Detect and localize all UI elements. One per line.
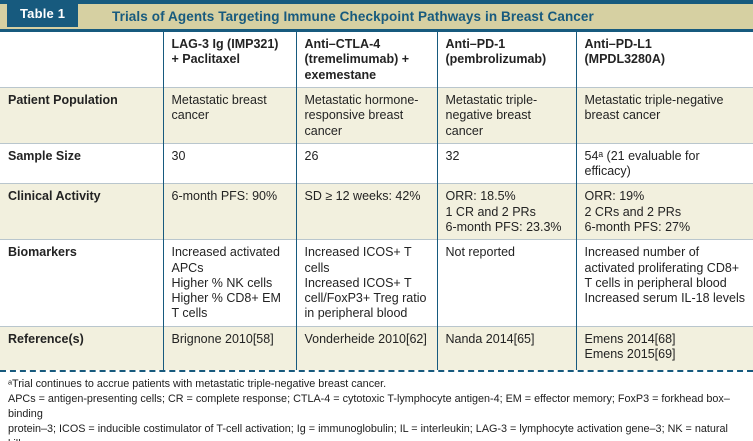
column-header: Anti–PD-1 (pembrolizumab) — [436, 32, 576, 88]
table-cell: 30 — [162, 142, 296, 184]
trials-table: LAG-3 Ig (IMP321) + Paclitaxel Anti–CTLA… — [0, 32, 753, 370]
table-cell: Metastatic breast cancer — [162, 87, 296, 144]
column-header: LAG-3 Ig (IMP321) + Paclitaxel — [162, 32, 296, 88]
row-label: Patient Population — [0, 87, 163, 144]
table-cell: Metastatic triple-negative breast cancer — [436, 87, 576, 144]
table-cell: Vonderheide 2010[62] — [295, 325, 437, 370]
footnotes: ᵃTrial continues to accrue patients with… — [0, 372, 753, 441]
table-cell: Brignone 2010[58] — [162, 325, 296, 370]
table-cell: Increased number of activated proliferat… — [575, 239, 753, 326]
table-cell: ORR: 18.5% 1 CR and 2 PRs 6-month PFS: 2… — [436, 183, 576, 240]
dashed-divider — [0, 369, 753, 372]
footnote-line: protein–3; ICOS = inducible costimulator… — [8, 422, 728, 441]
column-header: Anti–PD-L1 (MPDL3280A) — [575, 32, 753, 88]
footnote-line: APCs = antigen-presenting cells; CR = co… — [8, 392, 730, 420]
table-title: Trials of Agents Targeting Immune Checkp… — [112, 9, 594, 24]
table-title-bar: Table 1 Trials of Agents Targeting Immun… — [0, 0, 753, 32]
column-header: Anti–CTLA-4 (tremelimumab) + exemestane — [295, 32, 437, 88]
table-cell: Emens 2014[68] Emens 2015[69] — [575, 325, 753, 370]
table-row: Patient Population Metastatic breast can… — [0, 87, 753, 144]
table-row: Sample Size 30 26 32 54ᵃ (21 evaluable f… — [0, 142, 753, 184]
table-cell: 32 — [436, 142, 576, 184]
row-label: Sample Size — [0, 142, 163, 184]
table-row: Reference(s) Brignone 2010[58] Vonderhei… — [0, 325, 753, 370]
table-cell: Increased activated APCs Higher % NK cel… — [162, 239, 296, 326]
table-cell: Increased ICOS+ T cells Increased ICOS+ … — [295, 239, 437, 326]
table-cell: 26 — [295, 142, 437, 184]
row-label: Clinical Activity — [0, 183, 163, 240]
table-row: Biomarkers Increased activated APCs High… — [0, 239, 753, 326]
table-cell: SD ≥ 12 weeks: 42% — [295, 183, 437, 240]
table-cell: Metastatic hormone-responsive breast can… — [295, 87, 437, 144]
table-cell: Metastatic triple-negative breast cancer — [575, 87, 753, 144]
table-cell: 6-month PFS: 90% — [162, 183, 296, 240]
footnote-line: ᵃTrial continues to accrue patients with… — [8, 377, 387, 390]
table-cell: Not reported — [436, 239, 576, 326]
table-row: Clinical Activity 6-month PFS: 90% SD ≥ … — [0, 183, 753, 240]
corner-cell — [0, 32, 163, 88]
table-cell: 54ᵃ (21 evaluable for efficacy) — [575, 142, 753, 184]
table-number-badge: Table 1 — [7, 0, 79, 27]
row-label: Biomarkers — [0, 239, 163, 326]
column-header-row: LAG-3 Ig (IMP321) + Paclitaxel Anti–CTLA… — [0, 32, 753, 88]
table-cell: ORR: 19% 2 CRs and 2 PRs 6-month PFS: 27… — [575, 183, 753, 240]
table-cell: Nanda 2014[65] — [436, 325, 576, 370]
row-label: Reference(s) — [0, 325, 163, 370]
